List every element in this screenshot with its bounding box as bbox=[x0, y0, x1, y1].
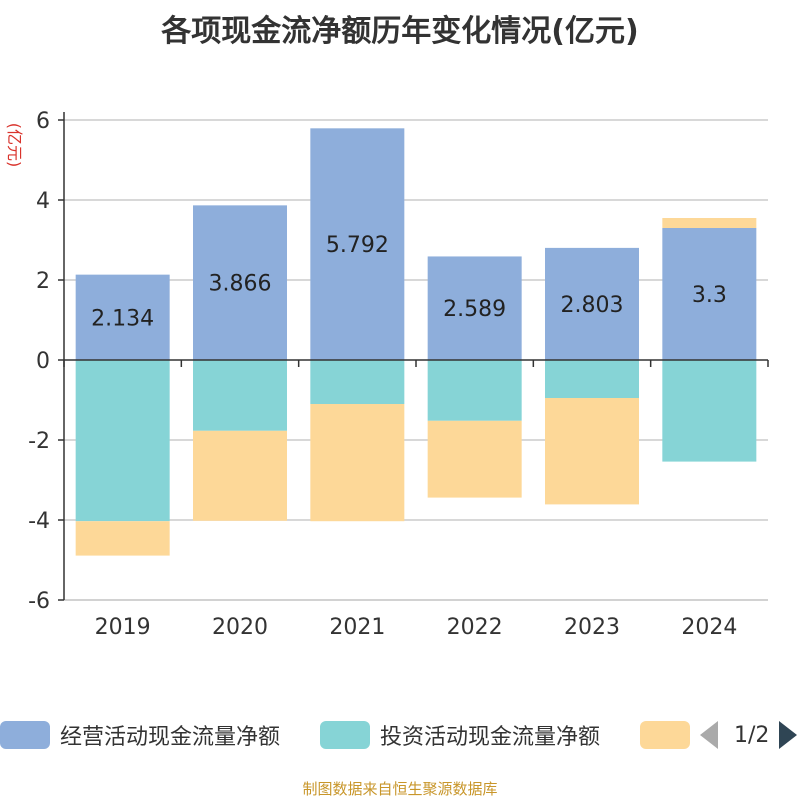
bar-2019-series1 bbox=[75, 360, 170, 522]
legend-label-operating: 经营活动现金流量净额 bbox=[60, 725, 281, 750]
bar-2019-series0 bbox=[75, 274, 170, 360]
y-tick-label: 0 bbox=[36, 349, 50, 374]
y-tick-label: -4 bbox=[28, 509, 50, 534]
legend-swatch-investing bbox=[320, 721, 370, 749]
x-tick-label: 2022 bbox=[447, 615, 503, 640]
y-axis-label: (亿元) bbox=[5, 123, 24, 168]
legend-swatch-operating bbox=[0, 721, 50, 749]
x-tick-label: 2020 bbox=[212, 615, 268, 640]
x-tick-label: 2023 bbox=[564, 615, 620, 640]
bar-2020-series2 bbox=[193, 430, 287, 521]
y-tick-label: -2 bbox=[28, 429, 50, 454]
data-label-2024: 3.3 bbox=[692, 283, 727, 308]
bar-2023-series1 bbox=[545, 360, 639, 398]
y-tick-label: -6 bbox=[28, 589, 50, 614]
bar-2024-series1 bbox=[662, 360, 757, 462]
data-source-note: 制图数据来自恒生聚源数据库 bbox=[302, 780, 498, 798]
label-layer: 2.134 3.866 5.792 2.589 2.803 3.3 bbox=[91, 233, 727, 331]
x-tick-label: 2024 bbox=[681, 615, 737, 640]
legend-item-financing[interactable] bbox=[640, 718, 690, 752]
next-page-icon[interactable] bbox=[779, 721, 798, 749]
data-label-2020: 3.866 bbox=[209, 272, 272, 297]
legend-item-investing[interactable]: 投资活动现金流量净额 bbox=[320, 718, 600, 752]
y-tick-label: 6 bbox=[36, 109, 50, 134]
chart-title: 各项现金流净额历年变化情况(亿元) bbox=[161, 14, 639, 49]
legend-swatch-financing bbox=[640, 721, 690, 749]
bar-2023-series2 bbox=[545, 398, 639, 505]
y-tick-label: 4 bbox=[36, 189, 50, 214]
grid-layer bbox=[64, 119, 768, 601]
legend: 经营活动现金流量净额 投资活动现金流量净额 1/2 bbox=[0, 718, 800, 752]
bar-2019-series2 bbox=[75, 521, 170, 556]
axis-layer: -6 -4 -2 0 2 4 6 2019 2020 2021 2022 2023 2024 (亿元) bbox=[5, 109, 769, 640]
bar-2024-series2 bbox=[662, 218, 757, 228]
data-label-2022: 2.589 bbox=[443, 297, 506, 322]
bar-2021-series0 bbox=[310, 128, 405, 360]
bar-2022-series2 bbox=[427, 420, 522, 498]
bar-2022-series0 bbox=[427, 256, 522, 360]
legend-item-operating[interactable]: 经营活动现金流量净额 bbox=[0, 718, 280, 752]
bar-2024-series0 bbox=[662, 228, 757, 360]
x-tick-label: 2019 bbox=[95, 615, 151, 640]
x-tick-label: 2021 bbox=[329, 615, 385, 640]
prev-page-icon[interactable] bbox=[700, 721, 718, 749]
bar-2021-series1 bbox=[310, 360, 405, 404]
y-tick-label: 2 bbox=[36, 269, 50, 294]
data-label-2019: 2.134 bbox=[91, 306, 154, 331]
bar-2020-series0 bbox=[193, 205, 287, 360]
bar-2023-series0 bbox=[545, 247, 639, 360]
legend-pager: 1/2 bbox=[700, 718, 798, 752]
data-label-2023: 2.803 bbox=[561, 293, 624, 318]
bar-2022-series1 bbox=[427, 360, 522, 421]
data-label-2021: 5.792 bbox=[326, 233, 389, 258]
bar-layer bbox=[75, 128, 757, 556]
bar-2021-series2 bbox=[310, 404, 405, 522]
legend-page-indicator: 1/2 bbox=[734, 722, 770, 748]
bar-2020-series1 bbox=[193, 360, 287, 431]
legend-label-investing: 投资活动现金流量净额 bbox=[380, 725, 601, 750]
